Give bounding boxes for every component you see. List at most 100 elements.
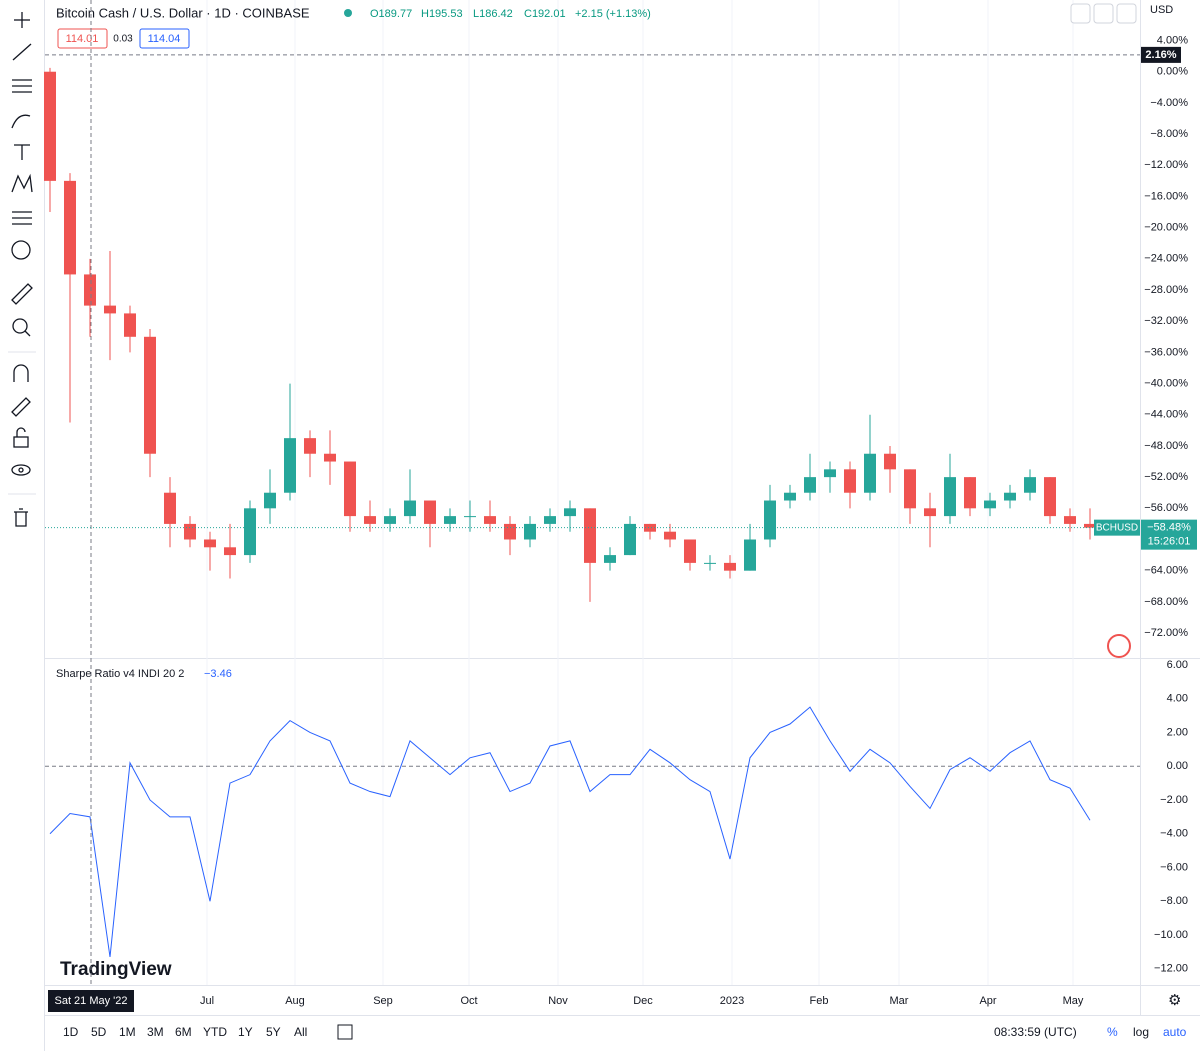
candle-body <box>764 500 776 540</box>
brush-tool[interactable] <box>11 114 31 129</box>
delete-tool[interactable] <box>14 508 28 527</box>
y-tick-label: 4.00 <box>1167 693 1188 705</box>
range-button[interactable]: YTD <box>203 1025 227 1039</box>
marks <box>44 67 1096 958</box>
candle-body <box>804 477 816 493</box>
candle-body <box>44 71 56 181</box>
candle-body <box>604 555 616 563</box>
x-tick-label: Sep <box>373 995 393 1007</box>
ask-box <box>139 28 190 49</box>
change-value: +2.15 (+1.13%) <box>575 8 651 20</box>
candle-body <box>784 492 796 501</box>
trendline-tool[interactable] <box>12 43 32 61</box>
zoom-tool[interactable] <box>12 318 31 337</box>
candle-body <box>324 453 336 462</box>
range-button[interactable]: 1M <box>119 1025 136 1039</box>
range-button[interactable]: 1Y <box>238 1025 253 1039</box>
crosshair-date-badge <box>48 990 134 1012</box>
candle-body <box>904 469 916 509</box>
move-down-button[interactable] <box>1070 3 1091 24</box>
chart-title: Bitcoin Cash / U.S. Dollar · 1D · COINBA… <box>56 5 310 20</box>
x-tick-label: Dec <box>633 995 653 1007</box>
candle-body <box>464 516 476 518</box>
y-tick-label: −10.00 <box>1154 929 1188 941</box>
candle-body <box>1024 477 1036 493</box>
settings-button[interactable]: ⚙ <box>1168 992 1181 1009</box>
hide-tool[interactable] <box>11 464 31 476</box>
range-button[interactable]: 1D <box>63 1025 79 1039</box>
scale-option[interactable]: log <box>1133 1025 1149 1039</box>
y-tick-label: −32.00% <box>1144 315 1188 327</box>
candle-body <box>344 461 356 517</box>
candle-body <box>524 523 536 540</box>
range-button[interactable]: 6M <box>175 1025 192 1039</box>
x-tick-label: 2023 <box>720 995 744 1007</box>
scale-option[interactable]: auto <box>1163 1025 1187 1039</box>
crosshair-badge <box>1141 46 1181 63</box>
fib-tool[interactable] <box>12 79 32 93</box>
bid-box <box>57 28 108 49</box>
candle-body <box>1064 516 1076 524</box>
emoji-tool[interactable] <box>11 240 31 260</box>
crosshair-value: 2.16% <box>1145 49 1176 61</box>
candle-body <box>724 562 736 571</box>
logo: TradingView <box>60 959 172 980</box>
indicator-line <box>49 706 1091 958</box>
candle-body <box>64 180 76 275</box>
magnet-tool[interactable] <box>13 364 29 382</box>
candle-body <box>484 516 496 524</box>
range-button[interactable]: 5Y <box>266 1025 281 1039</box>
prediction-tool[interactable] <box>12 211 32 225</box>
candle-body <box>244 508 256 556</box>
candle-body <box>964 477 976 509</box>
collapse-button[interactable] <box>1093 3 1114 24</box>
y-tick-label: −2.00 <box>1160 794 1188 806</box>
x-tick-label: Feb <box>810 995 829 1007</box>
grid <box>45 0 1140 985</box>
candle-body <box>264 492 276 509</box>
y-tick-label: −8.00% <box>1150 128 1188 140</box>
y-tick-label: −16.00% <box>1144 190 1188 202</box>
last-price-badge <box>1141 519 1197 550</box>
candle-body <box>824 469 836 478</box>
candle-body <box>864 453 876 493</box>
clock: 08:33:59 (UTC) <box>994 1025 1077 1039</box>
last-price-label: −58.48% <box>1147 522 1191 534</box>
y-tick-label: −4.00% <box>1150 97 1188 109</box>
ruler-tool[interactable] <box>11 283 33 305</box>
lock-draw-tool[interactable] <box>11 397 31 417</box>
maximize-button[interactable] <box>1116 3 1137 24</box>
y-tick-label: 6.00 <box>1167 659 1188 671</box>
lock-tool[interactable] <box>13 427 29 448</box>
x-tick-label: Mar <box>890 995 909 1007</box>
y-tick-label: −64.00% <box>1144 565 1188 577</box>
candle-body <box>984 500 996 509</box>
y-tick-label: −4.00 <box>1160 828 1188 840</box>
candle-body <box>164 492 176 524</box>
candle-body <box>404 500 416 517</box>
x-tick-label: Aug <box>285 995 305 1007</box>
candle-body <box>304 438 316 454</box>
countdown: 15:26:01 <box>1148 536 1191 548</box>
text-tool[interactable] <box>14 144 30 160</box>
candle-body <box>144 336 156 454</box>
scale-option[interactable]: % <box>1107 1025 1118 1039</box>
y-tick-label: −28.00% <box>1144 284 1188 296</box>
bid-price: 114.01 <box>66 33 99 45</box>
range-button[interactable]: 5D <box>91 1025 107 1039</box>
crosshair-tool[interactable] <box>14 12 30 28</box>
y-tick-label: −20.00% <box>1144 222 1188 234</box>
y-tick-label: −6.00 <box>1160 861 1188 873</box>
pattern-tool[interactable] <box>11 173 33 193</box>
crosshair-date: Sat 21 May '22 <box>54 995 127 1007</box>
range-button[interactable]: 3M <box>147 1025 164 1039</box>
date-range-button[interactable] <box>337 1024 353 1040</box>
x-tick-label: Nov <box>548 995 568 1007</box>
candle-body <box>544 516 556 524</box>
event-marker[interactable] <box>1107 634 1131 658</box>
candle-body <box>684 539 696 563</box>
range-button[interactable]: All <box>294 1025 307 1039</box>
overlays: Bitcoin Cash / U.S. Dollar · 1D · COINBA… <box>45 0 1197 1040</box>
x-tick-label: Oct <box>460 995 477 1007</box>
